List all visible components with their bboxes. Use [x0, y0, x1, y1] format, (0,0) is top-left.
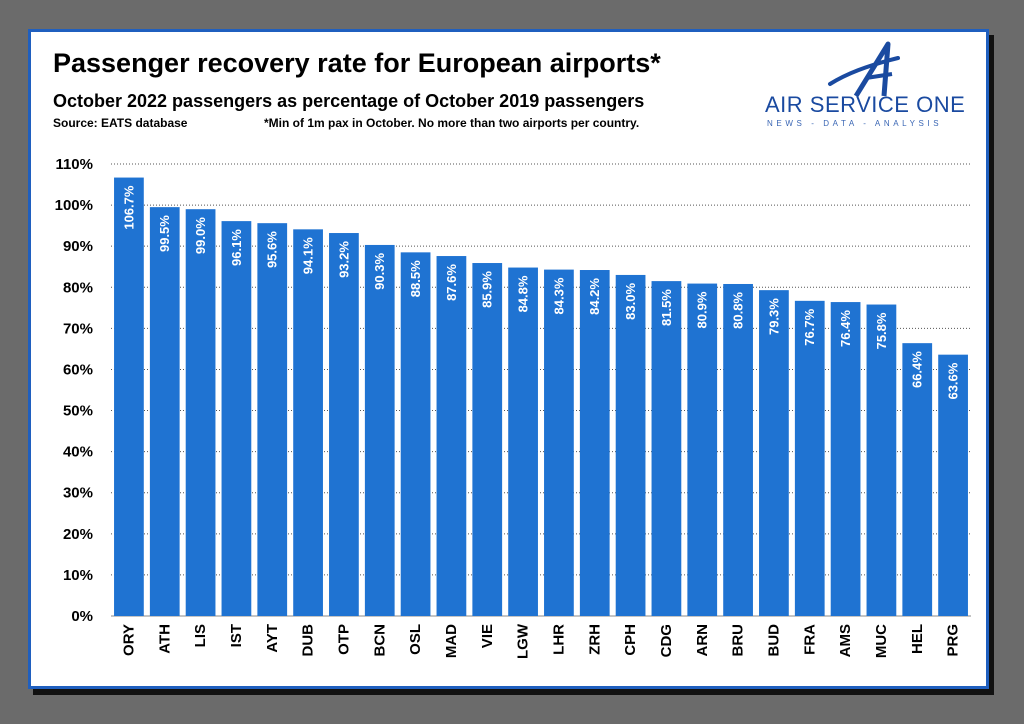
data-label: 66.4% [910, 351, 925, 388]
bar [866, 304, 897, 616]
chart-frame: Passenger recovery rate for European air… [28, 29, 989, 689]
y-tick-label: 10% [63, 567, 93, 584]
data-label: 96.1% [229, 229, 244, 266]
y-tick-label: 70% [63, 320, 93, 337]
bar [472, 263, 503, 616]
bar [830, 302, 861, 616]
bar [579, 270, 610, 616]
x-tick-label: ARN [694, 624, 711, 657]
data-label: 93.2% [336, 241, 351, 278]
y-tick-label: 20% [63, 526, 93, 543]
data-label: 80.9% [695, 291, 710, 328]
x-tick-label: CDG [658, 624, 675, 657]
chart-title: Passenger recovery rate for European air… [53, 48, 661, 78]
data-label: 83.0% [623, 283, 638, 320]
bar [544, 269, 574, 616]
bar [902, 343, 933, 616]
bar [938, 354, 968, 616]
bar [257, 223, 288, 617]
x-tick-label: VIE [479, 624, 496, 648]
x-tick-label: LGW [515, 623, 532, 659]
bar [615, 274, 646, 616]
data-label: 81.5% [659, 289, 674, 326]
bar [114, 177, 144, 616]
chart-subtitle: October 2022 passengers as percentage of… [53, 91, 645, 111]
bar [759, 290, 789, 616]
x-tick-label: AYT [264, 624, 281, 653]
bar [651, 281, 682, 616]
x-tick-label: IST [228, 624, 245, 647]
x-tick-label: MAD [443, 624, 460, 658]
data-label: 84.3% [551, 277, 566, 314]
data-label: 84.8% [516, 275, 531, 312]
bar [149, 207, 180, 617]
x-tick-label: OSL [407, 624, 424, 655]
data-label: 80.8% [731, 292, 746, 329]
bar [723, 283, 753, 616]
bar [364, 244, 395, 616]
bar [329, 233, 359, 617]
data-label: 95.6% [265, 231, 280, 268]
x-tick-label: BCN [371, 624, 388, 657]
source-note: Source: EATS database [53, 116, 188, 130]
data-label: 84.2% [587, 278, 602, 315]
x-tick-label: BUD [765, 624, 782, 657]
y-tick-label: 60% [63, 361, 93, 378]
bar [794, 300, 825, 616]
y-tick-label: 30% [63, 485, 93, 502]
y-tick-label: 50% [63, 403, 93, 420]
bar [687, 283, 718, 616]
data-label: 63.6% [946, 362, 961, 399]
y-tick-label: 80% [63, 279, 93, 296]
air-service-one-logo-icon [828, 41, 900, 98]
data-label: 106.7% [121, 185, 136, 230]
y-tick-label: 110% [55, 156, 93, 173]
x-tick-label: ORY [120, 624, 137, 656]
data-label: 99.0% [193, 217, 208, 254]
x-tick-label: ATH [156, 624, 173, 654]
y-tick-label: 40% [63, 444, 93, 461]
x-tick-label: DUB [300, 624, 317, 657]
x-tick-label: MUC [873, 624, 890, 658]
x-tick-label: BRU [730, 624, 747, 657]
x-tick-label: OTP [335, 624, 352, 655]
bar [185, 209, 216, 616]
data-label: 75.8% [874, 312, 889, 349]
x-tick-label: LIS [192, 624, 209, 647]
bar-chart: 0% 10% 20% 30% 40% 50% 60% 70% 80% 90% 100% 110% 106… [55, 156, 971, 659]
data-label: 88.5% [408, 260, 423, 297]
data-label: 85.9% [480, 271, 495, 308]
x-tick-label: CPH [622, 624, 639, 656]
x-tick-label: FRA [801, 624, 818, 655]
x-tick-label: ZRH [586, 624, 603, 655]
bar [508, 267, 538, 616]
x-tick-label: HEL [909, 624, 926, 654]
data-label: 76.7% [802, 308, 817, 345]
data-label: 87.6% [444, 264, 459, 301]
bar [400, 252, 431, 616]
x-tick-label: AMS [837, 624, 854, 657]
footnote: *Min of 1m pax in October. No more than … [264, 116, 640, 130]
data-label: 79.3% [766, 298, 781, 335]
y-tick-label: 100% [55, 197, 93, 214]
data-label: 94.1% [301, 237, 316, 274]
logo-wordmark: AIR SERVICE ONE [765, 92, 966, 117]
bar [436, 256, 467, 616]
bar [293, 229, 323, 617]
data-label: 90.3% [372, 253, 387, 290]
data-label: 76.4% [838, 310, 853, 347]
data-label: 99.5% [157, 215, 172, 252]
y-tick-label: 90% [63, 238, 93, 255]
x-tick-label: PRG [945, 624, 962, 657]
x-tick-label: LHR [550, 624, 567, 655]
logo-tagline: NEWS - DATA - ANALYSIS [767, 119, 943, 128]
y-tick-label: 0% [71, 608, 93, 625]
bar [221, 221, 252, 616]
